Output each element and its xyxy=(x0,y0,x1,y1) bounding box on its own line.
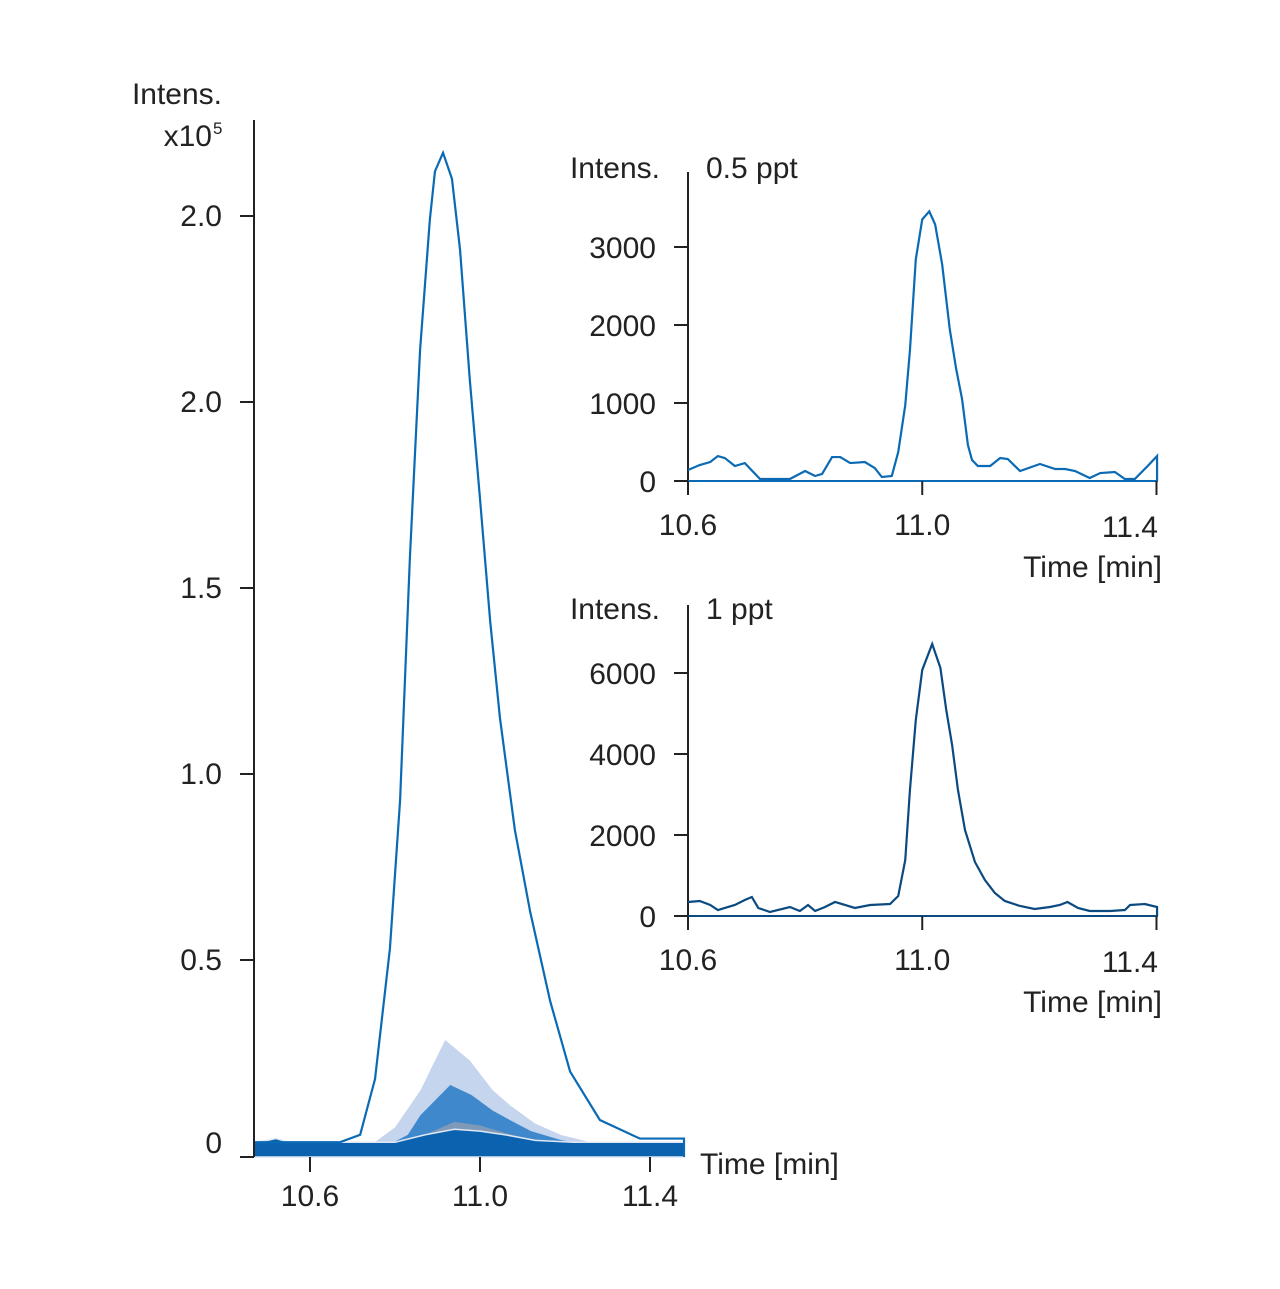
y-axis-multiplier-exponent: 5 xyxy=(213,119,222,138)
inset-x-axis-label: Time [min] xyxy=(1023,986,1162,1019)
inset-y-tick-label: 1000 xyxy=(589,388,656,421)
inset-y-tick-label: 0 xyxy=(639,466,656,499)
y-tick-label: 2.0 xyxy=(180,200,222,233)
y-tick-label: 1.5 xyxy=(180,572,222,605)
inset-x-tick-label: 11.4 xyxy=(1102,946,1158,979)
inset-trace-line xyxy=(687,640,1159,916)
inset-x-tick-label: 11.4 xyxy=(1102,511,1158,544)
x-tick-label: 10.6 xyxy=(281,1180,339,1213)
inset-title: 1 ppt xyxy=(706,593,773,626)
inset-y-tick-label: 6000 xyxy=(589,658,656,691)
y-axis-multiplier: x10 xyxy=(164,120,212,153)
x-axis-label: Time [min] xyxy=(700,1148,839,1181)
y-axis-label: Intens. xyxy=(132,78,222,111)
inset-x-tick-label: 10.6 xyxy=(659,944,717,977)
inset-x-tick-label: 10.6 xyxy=(659,509,717,542)
inset-y-tick-label: 4000 xyxy=(589,739,656,772)
inset-y-tick-label: 2000 xyxy=(589,310,656,343)
inset-trace-line xyxy=(687,209,1159,481)
inset-y-tick-label: 0 xyxy=(639,901,656,934)
inset-x-axis-label: Time [min] xyxy=(1023,551,1162,584)
main-peak-line xyxy=(253,149,686,1157)
y-tick-label: 1.0 xyxy=(180,758,222,791)
inset-y-axis-label: Intens. xyxy=(570,152,660,185)
x-tick-label: 11.4 xyxy=(622,1180,678,1213)
inset-x-tick-label: 11.0 xyxy=(894,944,950,977)
inset-y-tick-label: 3000 xyxy=(589,232,656,265)
inset-y-tick-label: 2000 xyxy=(589,820,656,853)
y-tick-label: 2.0 xyxy=(180,386,222,419)
area-series-3 xyxy=(253,1128,685,1158)
inset-y-axis-label: Intens. xyxy=(570,593,660,626)
y-tick-label: 0 xyxy=(205,1127,222,1160)
x-tick-label: 11.0 xyxy=(452,1180,508,1213)
inset-title: 0.5 ppt xyxy=(706,152,798,185)
inset-x-tick-label: 11.0 xyxy=(894,509,950,542)
y-tick-label: 0.5 xyxy=(180,944,222,977)
